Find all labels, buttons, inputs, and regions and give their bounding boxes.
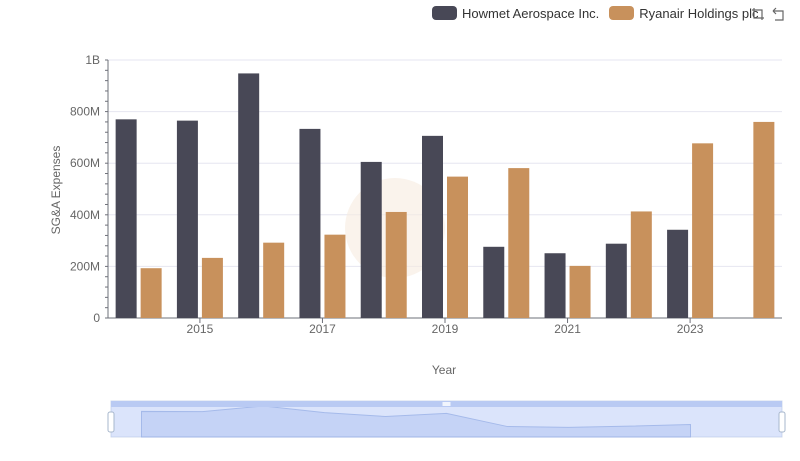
bar-ryanair-2019 (447, 176, 468, 318)
bar-howmet-2023 (667, 229, 689, 318)
restore-icon[interactable] (750, 6, 766, 22)
bar-howmet-2019 (422, 135, 443, 318)
bar-ryanair-2018 (385, 211, 407, 318)
y-tick-label: 1B (85, 53, 100, 67)
legend-label-howmet: Howmet Aerospace Inc. (462, 5, 600, 21)
bar-ryanair-2020 (508, 168, 530, 318)
y-tick-label: 600M (70, 156, 100, 170)
bar-howmet-2017 (299, 128, 321, 318)
legend-swatch-howmet (432, 6, 457, 20)
bar-ryanair-2014 (140, 268, 162, 318)
legend-swatch-ryanair (609, 6, 635, 20)
bar-howmet-2021 (544, 253, 566, 318)
bar-ryanair-2021 (569, 265, 591, 318)
toolbox (746, 6, 786, 22)
y-tick-label: 0 (93, 311, 100, 325)
x-tick-label: 2017 (309, 322, 336, 336)
data-zoom-slider[interactable] (107, 400, 786, 438)
bar-ryanair-2024 (753, 121, 775, 318)
zoom-handle-right (778, 411, 786, 433)
bars (115, 73, 775, 318)
x-tick-label: 2023 (677, 322, 704, 336)
bar-ryanair-2023 (692, 143, 714, 318)
bar-howmet-2015 (176, 120, 198, 318)
x-tick-label: 2015 (187, 322, 214, 336)
zoom-selected-range (111, 401, 782, 437)
zoom-preview-area (141, 405, 691, 438)
y-tick-label: 200M (70, 259, 100, 273)
x-axis-title: Year (432, 363, 456, 377)
y-tick-label: 800M (70, 105, 100, 119)
y-axis-title: SG&A Expenses (49, 146, 63, 235)
legend-item-ryanair[interactable]: Ryanair Holdings plc (609, 5, 759, 21)
legend: Howmet Aerospace Inc. Ryanair Holdings p… (432, 4, 769, 22)
bar-howmet-2020 (483, 246, 505, 318)
x-axis: 2015 2017 2019 2021 2023 (108, 317, 782, 336)
zoom-icon[interactable] (770, 6, 786, 22)
y-tick-label: 400M (70, 208, 100, 222)
bar-ryanair-2022 (630, 211, 652, 318)
bar-howmet-2014 (115, 119, 137, 318)
bar-howmet-2016 (238, 73, 260, 318)
bar-howmet-2022 (605, 243, 627, 318)
legend-label-ryanair: Ryanair Holdings plc (639, 5, 759, 21)
bar-ryanair-2016 (263, 242, 285, 318)
bar-ryanair-2017 (324, 234, 346, 318)
zoom-move-handle (442, 402, 451, 406)
x-tick-label: 2021 (554, 322, 581, 336)
x-tick-label: 2019 (432, 322, 459, 336)
bar-howmet-2018 (360, 161, 382, 318)
legend-item-howmet[interactable]: Howmet Aerospace Inc. (432, 6, 599, 21)
y-axis: 0 200M 400M 600M 800M 1B (70, 53, 109, 325)
zoom-handle-left (107, 411, 115, 433)
bar-ryanair-2015 (201, 257, 223, 318)
